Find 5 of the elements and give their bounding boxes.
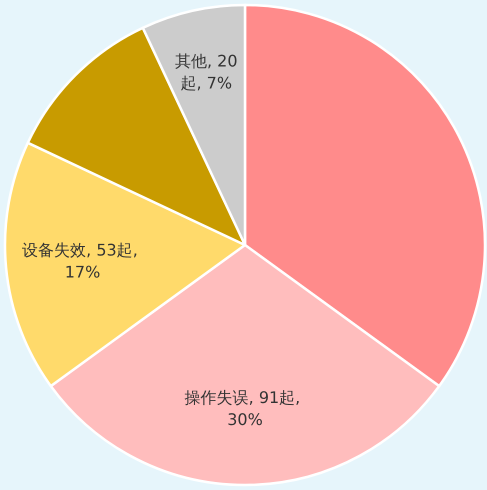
slice: 设备失效, 53起, 17% (4, 142, 246, 388)
slice-label: 其他, 20起, 7% (174, 52, 238, 93)
slice-label: 操作失误, 91起, 30% (184, 388, 306, 430)
slice: 其他, 20起, 7% (142, 4, 246, 246)
slice-label: 设备失效, 53起, 17% (22, 240, 143, 282)
